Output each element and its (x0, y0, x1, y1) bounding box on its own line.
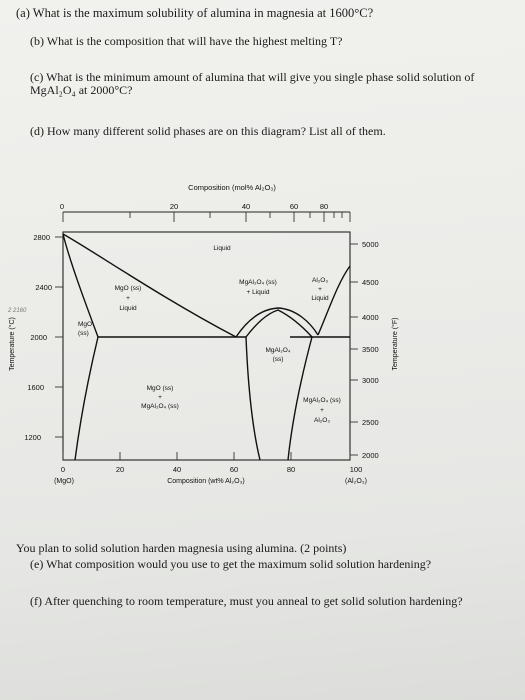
bottom-tick-20: 20 (116, 465, 124, 474)
spinel-right-solvus-line (287, 336, 313, 461)
label-spinel-liquid-2: + Liquid (247, 289, 270, 296)
right-tick-2500: 2500 (362, 418, 379, 427)
label-mgo-ss-liquid-1: MgO (ss) (115, 285, 142, 292)
question-a: (a) What is the maximum solubility of al… (16, 6, 374, 20)
right-tick-4000: 4000 (362, 313, 379, 322)
top-tick-0: 0 (60, 202, 64, 211)
label-spinel-al2o3-3: Al₂O₃ (314, 417, 330, 424)
label-spinel-ss-1: MgAl₂O₄ (265, 347, 290, 354)
label-mgo-spinel-3: MgAl₂O₄ (ss) (141, 403, 179, 410)
question-d: (d) How many different solid phases are … (30, 124, 386, 138)
right-axis-title: Temperature (°F) (391, 318, 399, 371)
question-c-line2: MgAl₂O₄ at 2000°C? (30, 83, 133, 97)
question-e: (e) What composition would you use to ge… (30, 557, 432, 571)
bottom-tick-40: 40 (173, 465, 181, 474)
mgo-solidus-line (62, 233, 99, 338)
question-intro: You plan to solid solution harden magnes… (16, 541, 347, 555)
left-tick-2800: 2800 (33, 233, 50, 242)
top-tick-40: 40 (242, 202, 250, 211)
label-spinel-al2o3-1: MgAl₂O₄ (ss) (303, 397, 341, 404)
label-mgo-ss-1: MgO (78, 321, 92, 328)
label-mgo-spinel-1: MgO (ss) (147, 385, 174, 392)
spinel-left-solvus-line (245, 336, 261, 461)
bottom-tick-60: 60 (230, 465, 238, 474)
label-al2o3-liquid-1: Al₂O₃ (312, 277, 328, 284)
label-al2o3-liquid-3: Liquid (311, 295, 329, 302)
label-mgo-ss-liquid-3: Liquid (119, 305, 137, 312)
spinel-solidus-line (245, 309, 313, 338)
bottom-tick-0: 0 (61, 465, 65, 474)
left-tick-2000: 2000 (30, 333, 47, 342)
top-tick-20: 20 (170, 202, 178, 211)
label-al2o3-liquid-2: + (318, 286, 322, 293)
label-spinel-ss-2: (ss) (273, 356, 284, 363)
question-f: (f) After quenching to room temperature,… (30, 594, 463, 608)
left-axis-title: Temperature (°C) (8, 317, 16, 371)
mgo-liquidus-line (62, 233, 237, 338)
mgo-end-label: (MgO) (54, 478, 74, 485)
bottom-axis-title: Composition (wt% Al₂O₃) (167, 478, 245, 485)
top-tick-60: 60 (290, 202, 298, 211)
top-axis-title: Composition (mol% Al₂O₃) (188, 183, 276, 192)
right-tick-5000: 5000 (362, 240, 379, 249)
spinel-liquidus-line (235, 307, 319, 338)
al2o3-end-label: (Al₂O₃) (345, 478, 367, 485)
al2o3-liquidus-line (317, 265, 351, 336)
label-mgo-ss-2: (ss) (78, 330, 89, 337)
label-mgo-spinel-2: + (158, 394, 162, 401)
right-tick-4500: 4500 (362, 278, 379, 287)
left-tick-1200: 1200 (24, 433, 41, 442)
mgo-solvus-line (74, 336, 99, 461)
phase-diagram: Composition (mol% Al₂O₃) 0 20 40 60 80 (7, 183, 399, 485)
right-tick-3000: 3000 (362, 376, 379, 385)
left-tick-1600: 1600 (27, 383, 44, 392)
top-tick-80: 80 (320, 202, 328, 211)
label-liquid: Liquid (213, 245, 231, 252)
right-tick-2000: 2000 (362, 451, 379, 460)
left-tick-2400: 2400 (35, 283, 52, 292)
label-spinel-liquid-1: MgAl₂O₄ (ss) (239, 279, 277, 286)
right-tick-3500: 3500 (362, 345, 379, 354)
label-mgo-ss-liquid-2: + (126, 295, 130, 302)
bottom-tick-80: 80 (287, 465, 295, 474)
label-spinel-al2o3-2: + (320, 407, 324, 414)
handwritten-note: 2 2160 (7, 308, 27, 314)
question-c-line1: (c) What is the minimum amount of alumin… (30, 70, 475, 84)
question-b: (b) What is the composition that will ha… (30, 34, 343, 48)
bottom-tick-100: 100 (350, 465, 363, 474)
